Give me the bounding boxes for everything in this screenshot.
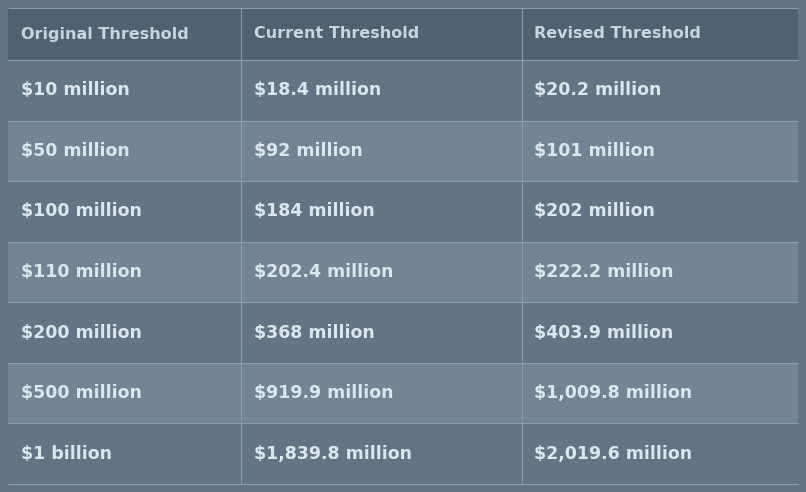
Bar bbox=[8, 60, 241, 121]
Bar bbox=[241, 121, 521, 181]
Text: $202.4 million: $202.4 million bbox=[254, 263, 393, 281]
Text: $18.4 million: $18.4 million bbox=[254, 81, 381, 99]
Bar bbox=[241, 8, 521, 60]
Text: $92 million: $92 million bbox=[254, 142, 363, 160]
Text: Revised Threshold: Revised Threshold bbox=[534, 27, 701, 41]
Bar bbox=[8, 363, 241, 424]
Bar bbox=[8, 181, 241, 242]
Bar bbox=[521, 181, 798, 242]
Text: $500 million: $500 million bbox=[21, 384, 142, 402]
Text: $1,009.8 million: $1,009.8 million bbox=[534, 384, 692, 402]
Bar bbox=[241, 363, 521, 424]
Text: $1 billion: $1 billion bbox=[21, 445, 112, 462]
Bar bbox=[521, 363, 798, 424]
Text: $202 million: $202 million bbox=[534, 202, 655, 220]
Text: $919.9 million: $919.9 million bbox=[254, 384, 393, 402]
Bar bbox=[521, 242, 798, 302]
Text: $1,839.8 million: $1,839.8 million bbox=[254, 445, 412, 462]
Text: $101 million: $101 million bbox=[534, 142, 655, 160]
Bar bbox=[521, 8, 798, 60]
Bar bbox=[8, 242, 241, 302]
Text: Original Threshold: Original Threshold bbox=[21, 27, 189, 41]
Bar bbox=[521, 302, 798, 363]
Bar bbox=[8, 302, 241, 363]
Bar bbox=[8, 8, 241, 60]
Text: $403.9 million: $403.9 million bbox=[534, 324, 674, 341]
Text: $2,019.6 million: $2,019.6 million bbox=[534, 445, 692, 462]
Text: $50 million: $50 million bbox=[21, 142, 130, 160]
Text: $10 million: $10 million bbox=[21, 81, 130, 99]
Text: $110 million: $110 million bbox=[21, 263, 142, 281]
Bar bbox=[521, 424, 798, 484]
Text: $368 million: $368 million bbox=[254, 324, 375, 341]
Text: Current Threshold: Current Threshold bbox=[254, 27, 419, 41]
Text: $222.2 million: $222.2 million bbox=[534, 263, 674, 281]
Bar bbox=[241, 181, 521, 242]
Bar bbox=[241, 424, 521, 484]
Text: $200 million: $200 million bbox=[21, 324, 142, 341]
Bar bbox=[241, 60, 521, 121]
Bar bbox=[241, 242, 521, 302]
Bar bbox=[241, 302, 521, 363]
Bar bbox=[8, 121, 241, 181]
Bar bbox=[521, 60, 798, 121]
Bar bbox=[8, 424, 241, 484]
Text: $20.2 million: $20.2 million bbox=[534, 81, 662, 99]
Text: $184 million: $184 million bbox=[254, 202, 375, 220]
Text: $100 million: $100 million bbox=[21, 202, 142, 220]
Bar bbox=[521, 121, 798, 181]
